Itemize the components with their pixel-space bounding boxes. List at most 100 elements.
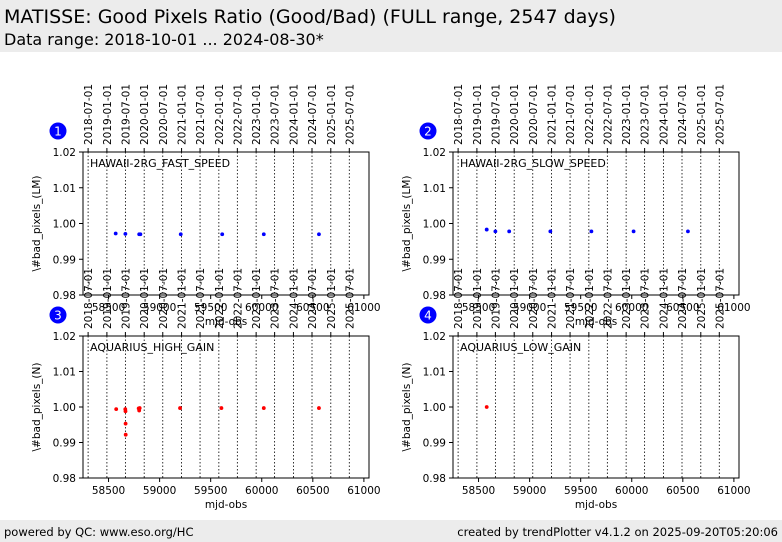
data-point xyxy=(113,231,118,236)
date-tick-label: 2018-07-01 xyxy=(83,268,95,329)
panel-number-badge xyxy=(49,122,67,140)
date-tick-label: 2025-01-01 xyxy=(696,84,708,145)
y-tick-label: 1.02 xyxy=(423,331,446,343)
date-tick-label: 2025-07-01 xyxy=(344,268,356,329)
x-tick-label: 59500 xyxy=(564,302,597,314)
date-tick-label: 2021-01-01 xyxy=(547,268,559,329)
y-tick-label: 1.00 xyxy=(423,219,446,231)
date-tick-label: 2022-07-01 xyxy=(602,268,614,329)
chart-panel-4: 2018-07-01 2019-01-01 2019-07-01 2020-01-01… xyxy=(401,268,751,511)
footer-bar: powered by QC: www.eso.org/HC created by… xyxy=(0,520,782,542)
panel-number: 3 xyxy=(54,309,62,323)
date-tick-label: 2024-01-01 xyxy=(288,268,300,329)
date-tick-label: 2019-07-01 xyxy=(490,268,502,329)
date-tick-label: 2021-07-01 xyxy=(565,268,577,329)
date-tick-label: 2021-07-01 xyxy=(195,84,207,145)
data-point xyxy=(137,406,142,410)
date-tick-label: 2022-07-01 xyxy=(232,84,244,145)
date-tick-label: 2019-07-01 xyxy=(120,268,132,329)
y-tick-label: 1.01 xyxy=(53,367,76,379)
date-tick-label: 2021-07-01 xyxy=(195,268,207,329)
y-tick-label: 1.02 xyxy=(53,147,76,159)
y-axis-label: \#bad_pixels_(LM) xyxy=(401,175,413,271)
panel-number-badge xyxy=(49,306,67,324)
date-tick-label: 2023-07-01 xyxy=(640,268,652,329)
page-title: MATISSE: Good Pixels Ratio (Good/Bad) (F… xyxy=(4,6,616,28)
date-tick-label: 2022-01-01 xyxy=(214,84,226,145)
date-tick-label: 2024-01-01 xyxy=(658,84,670,145)
data-point xyxy=(219,406,224,410)
date-tick-label: 2022-07-01 xyxy=(602,84,614,145)
y-tick-label: 1.02 xyxy=(53,331,76,343)
date-tick-label: 2023-07-01 xyxy=(270,268,282,329)
date-tick-label: 2025-07-01 xyxy=(714,84,726,145)
y-axis-label: \#bad_pixels_(N) xyxy=(401,363,413,452)
x-tick-label: 61000 xyxy=(347,302,380,314)
x-tick-label: 58500 xyxy=(462,302,495,314)
date-tick-label: 2020-01-01 xyxy=(509,268,521,329)
y-tick-label: 1.01 xyxy=(423,183,446,195)
panel-number: 4 xyxy=(424,309,432,323)
chart-panel-1: 2018-07-01 2019-01-01 2019-07-01 2020-01-01… xyxy=(31,84,381,328)
date-tick-label: 2020-07-01 xyxy=(158,268,170,329)
x-tick-label: 59500 xyxy=(194,485,227,497)
panel-number: 2 xyxy=(424,125,432,139)
x-tick-label: 59000 xyxy=(143,302,176,314)
panel-number-badge xyxy=(419,122,437,140)
panel-label: AQUARIUS_HIGH_GAIN xyxy=(90,341,214,354)
panel-number: 1 xyxy=(54,125,62,139)
date-tick-label: 2020-07-01 xyxy=(528,84,540,145)
footer-powered-by: powered by QC: www.eso.org/HC xyxy=(4,525,194,539)
data-point xyxy=(123,231,128,236)
date-tick-label: 2020-01-01 xyxy=(509,84,521,145)
date-tick-label: 2019-01-01 xyxy=(472,268,484,329)
x-tick-label: 61000 xyxy=(717,485,750,497)
data-point xyxy=(548,229,553,234)
date-tick-label: 2025-01-01 xyxy=(696,268,708,329)
date-tick-label: 2020-07-01 xyxy=(528,268,540,329)
y-tick-label: 0.98 xyxy=(53,473,76,485)
date-tick-label: 2025-01-01 xyxy=(326,84,338,145)
data-point xyxy=(589,229,594,234)
date-tick-label: 2022-01-01 xyxy=(584,84,596,145)
date-tick-label: 2019-01-01 xyxy=(102,268,114,329)
x-tick-label: 59000 xyxy=(513,302,546,314)
trend-plots: 2018-07-01 2019-01-01 2019-07-01 2020-01-01… xyxy=(31,84,751,511)
y-axis-label: \#bad_pixels_(N) xyxy=(31,363,43,452)
panel-label: AQUARIUS_LOW_GAIN xyxy=(460,341,581,354)
x-axis-label: mjd-obs xyxy=(575,499,617,511)
x-axis-label: mjd-obs xyxy=(575,316,617,328)
x-tick-label: 58500 xyxy=(92,485,125,497)
data-point xyxy=(484,227,489,232)
date-tick-label: 2024-07-01 xyxy=(307,84,319,145)
x-tick-label: 60500 xyxy=(666,302,699,314)
x-tick-label: 60000 xyxy=(245,302,278,314)
x-tick-label: 59000 xyxy=(143,485,176,497)
x-tick-label: 60000 xyxy=(615,302,648,314)
y-tick-label: 1.00 xyxy=(53,219,76,231)
date-tick-label: 2024-01-01 xyxy=(288,84,300,145)
data-point xyxy=(507,229,512,234)
y-tick-label: 0.98 xyxy=(423,290,446,302)
date-tick-label: 2025-07-01 xyxy=(344,84,356,145)
date-tick-label: 2020-01-01 xyxy=(139,268,151,329)
data-point xyxy=(123,432,128,437)
data-point xyxy=(686,229,690,234)
y-tick-label: 0.99 xyxy=(53,438,76,450)
date-tick-label: 2019-07-01 xyxy=(490,84,502,145)
header-bar: MATISSE: Good Pixels Ratio (Good/Bad) (F… xyxy=(0,0,782,52)
data-point xyxy=(220,232,225,237)
panel-number-badge xyxy=(419,306,437,324)
date-tick-label: 2024-07-01 xyxy=(677,84,689,145)
data-range-subtitle: Data range: 2018-10-01 ... 2024-08-30* xyxy=(4,30,324,49)
x-tick-label: 61000 xyxy=(717,302,750,314)
data-point xyxy=(178,232,183,237)
date-tick-label: 2023-01-01 xyxy=(621,84,633,145)
date-tick-label: 2023-01-01 xyxy=(251,268,263,329)
plot-frame xyxy=(452,335,740,479)
x-tick-label: 58500 xyxy=(92,302,125,314)
chart-panel-3: 2018-07-01 2019-01-01 2019-07-01 2020-01-01… xyxy=(31,268,381,511)
y-tick-label: 1.00 xyxy=(423,402,446,414)
date-tick-label: 2019-01-01 xyxy=(472,84,484,145)
x-tick-label: 59000 xyxy=(513,485,546,497)
